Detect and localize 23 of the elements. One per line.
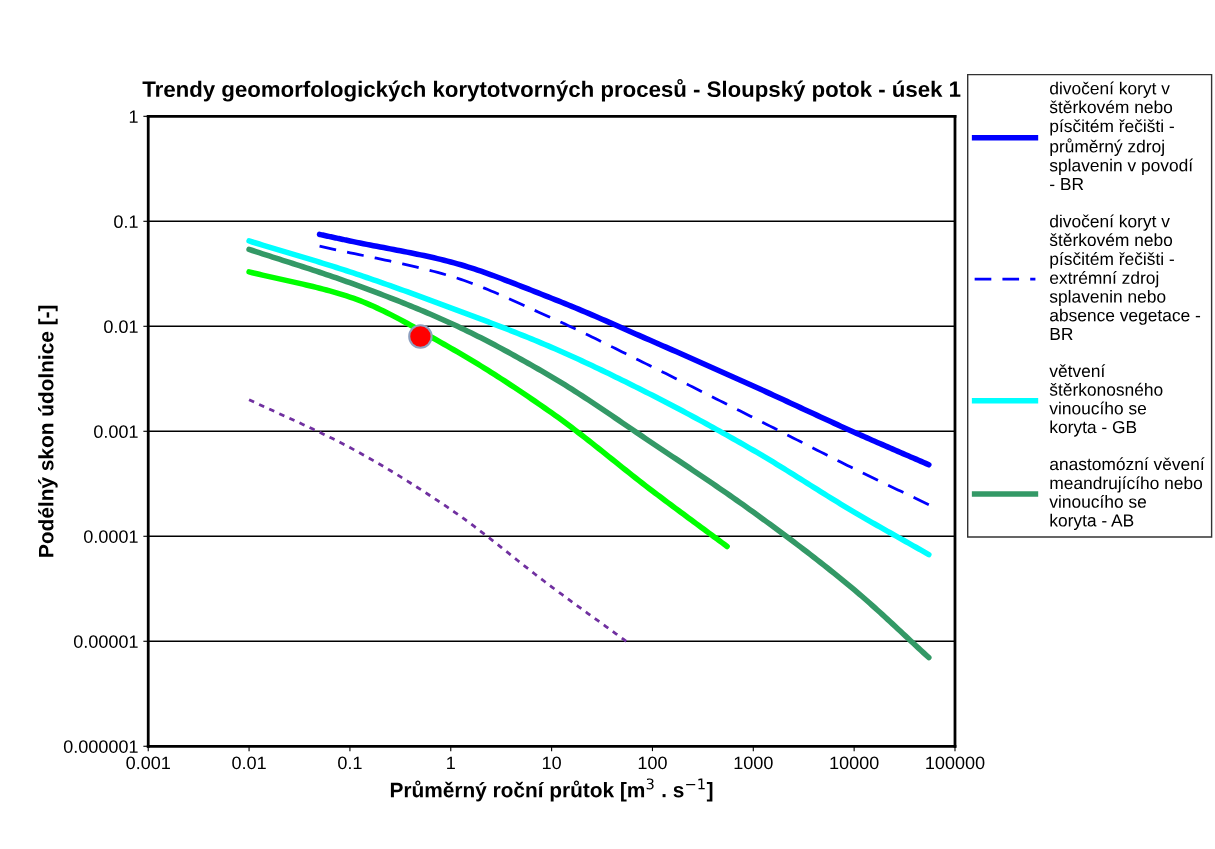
y-tick-label: 0.1 [114, 215, 138, 229]
x-tick-label: 0.1 [338, 756, 362, 770]
legend-label: divočení koryt v štěrkovém nebo písčitém řečišti - průměrný zdroj splavenin v povodí - BR [1049, 81, 1194, 191]
x-tick-label: 10 [542, 756, 561, 770]
y-tick-label: 0.001 [94, 425, 138, 439]
y-tick-label: 1 [129, 110, 138, 123]
y-tick-label: 0.00001 [73, 635, 138, 648]
x-axis-title: Průměrný roční průtok [m$^{3}$ . s$^{−1}$] [390, 778, 713, 802]
legend-label: anastomózní věvení meandrujícího nebo vinoucího se koryta - AB [1049, 457, 1205, 530]
y-tick-label: 0.0001 [83, 530, 138, 544]
x-tick-label: 100000 [926, 756, 985, 770]
chart-title: Trendy geomorfologických korytotvorných procesů - Sloupský potok - úsek 1 [142, 79, 961, 102]
x-tick-label: 0.01 [232, 756, 266, 770]
x-tick-label: 10000 [830, 756, 879, 770]
y-tick-label: 0.000001 [63, 740, 138, 753]
x-tick-label: 1 [447, 756, 455, 770]
x-tick-label: 1000 [734, 756, 773, 770]
y-axis-title: Podélný skon údolnice [-] [38, 305, 58, 557]
y-tick-label: 0.01 [104, 320, 138, 334]
legend-label: divočení koryt v štěrkovém nebo písčitém řečišti - extrémní zdroj splavenin nebo absence vegetace - BR [1049, 214, 1201, 340]
x-tick-label: 0.001 [126, 756, 170, 770]
legend-label: větvení štěrkonosného vinoucího se koryta - GB [1049, 364, 1163, 437]
x-tick-label: 100 [638, 756, 667, 770]
